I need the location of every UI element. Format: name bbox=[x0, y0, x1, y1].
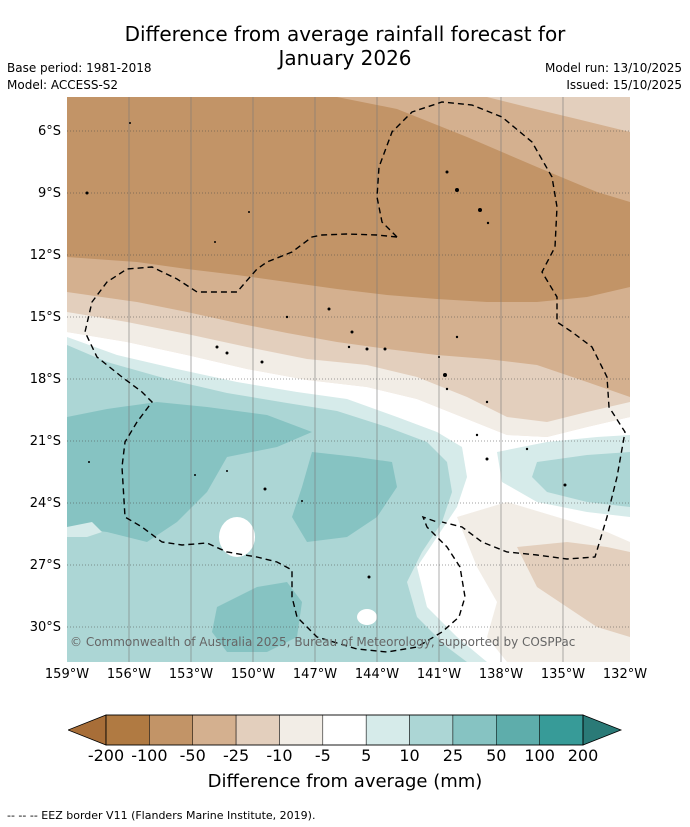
band-minus-10 bbox=[67, 312, 630, 437]
colorbar-tick-label: -5 bbox=[314, 746, 331, 765]
model-name: Model: ACCESS-S2 bbox=[7, 78, 119, 92]
colorbar-segment bbox=[365, 714, 410, 746]
white-hole-1 bbox=[219, 517, 255, 557]
lat-label-18s: 18°S bbox=[29, 372, 61, 387]
islands bbox=[85, 122, 567, 579]
band-minus-10-top bbox=[487, 97, 630, 132]
colorbar-segment bbox=[409, 714, 454, 746]
issued-date: Issued: 15/10/2025 bbox=[566, 78, 682, 92]
lon-label-153w: 153°W bbox=[168, 667, 214, 682]
colorbar-tick-label: -50 bbox=[179, 746, 206, 765]
colorbar-segment bbox=[539, 714, 584, 746]
colorbar-segment bbox=[452, 714, 497, 746]
lon-label-138w: 138°W bbox=[478, 667, 524, 682]
band-minus-25-top bbox=[67, 97, 630, 142]
colorbar-tick-label: -25 bbox=[223, 746, 250, 765]
copyright-text: © Commonwealth of Australia 2025, Bureau… bbox=[70, 635, 575, 649]
lon-label-147w: 147°W bbox=[292, 667, 338, 682]
colorbar-tick-label: 100 bbox=[524, 746, 555, 765]
lon-label-159w: 159°W bbox=[44, 667, 90, 682]
east-brown-medium bbox=[517, 542, 630, 637]
colorbar-tick-label: -10 bbox=[266, 746, 293, 765]
eez-border-west bbox=[84, 233, 466, 653]
colorbar-arrow-right bbox=[582, 714, 623, 746]
white-patch-west bbox=[67, 522, 102, 537]
colorbar-segment bbox=[149, 714, 193, 746]
title-line-2: January 2026 bbox=[278, 46, 412, 70]
lon-label-156w: 156°W bbox=[106, 667, 152, 682]
colorbar-segment bbox=[105, 714, 150, 746]
east-teal-inner bbox=[532, 452, 630, 507]
lat-label-21s: 21°S bbox=[29, 434, 61, 449]
band-plus-50-west bbox=[67, 402, 312, 542]
band-plus-50-central bbox=[292, 452, 397, 542]
colorbar-segment bbox=[322, 714, 367, 746]
lat-label-12s: 12°S bbox=[29, 248, 61, 263]
colorbar-tick-label: 50 bbox=[486, 746, 507, 765]
lon-label-144w: 144°W bbox=[354, 667, 400, 682]
lat-label-30s: 30°S bbox=[29, 620, 61, 635]
colorbar-tick-label: 25 bbox=[442, 746, 464, 765]
lat-label-27s: 27°S bbox=[29, 558, 61, 573]
meta-left: Base period: 1981-2018 Model: ACCESS-S2 bbox=[7, 60, 152, 94]
lat-label-15s: 15°S bbox=[29, 310, 61, 325]
map-title: Difference from average rainfall forecas… bbox=[0, 22, 690, 70]
rainfall-map: © Commonwealth of Australia 2025, Bureau… bbox=[67, 97, 630, 662]
colorbar-arrow-left bbox=[68, 714, 107, 746]
lat-label-9s: 9°S bbox=[37, 186, 61, 201]
meta-right: Model run: 13/10/2025 Issued: 15/10/2025 bbox=[545, 60, 682, 94]
lon-label-135w: 135°W bbox=[540, 667, 586, 682]
band-minus-50 bbox=[67, 97, 630, 302]
base-period: Base period: 1981-2018 bbox=[7, 61, 152, 75]
colorbar-label: Difference from average (mm) bbox=[207, 771, 483, 792]
colorbar-segment bbox=[235, 714, 280, 746]
grid-lines bbox=[67, 130, 630, 628]
eez-legend: -- -- -- EEZ border V11 (Flanders Marine… bbox=[7, 809, 316, 822]
white-hole-2 bbox=[357, 609, 377, 625]
colorbar-tick-label: 200 bbox=[567, 746, 599, 765]
colorbar-tick-label: 10 bbox=[399, 746, 420, 765]
colorbar-segment bbox=[496, 714, 540, 746]
lon-label-150w: 150°W bbox=[230, 667, 276, 682]
colorbar-tick-label: 5 bbox=[361, 746, 372, 765]
title-line-1: Difference from average rainfall forecas… bbox=[124, 22, 566, 46]
lat-label-6s: 6°S bbox=[37, 124, 61, 139]
model-run: Model run: 13/10/2025 bbox=[544, 61, 682, 75]
colorbar-tick-label: -200 bbox=[87, 746, 125, 765]
lat-label-24s: 24°S bbox=[29, 496, 61, 511]
colorbar bbox=[68, 714, 623, 746]
colorbar-tick-label: -100 bbox=[131, 746, 168, 765]
lon-label-141w: 141°W bbox=[416, 667, 462, 682]
colorbar-segment bbox=[279, 714, 324, 746]
lon-label-132w: 132°W bbox=[602, 667, 648, 682]
colorbar-segment bbox=[192, 714, 237, 746]
band-plus-50-south bbox=[212, 582, 302, 652]
meridian-lines bbox=[128, 97, 564, 662]
